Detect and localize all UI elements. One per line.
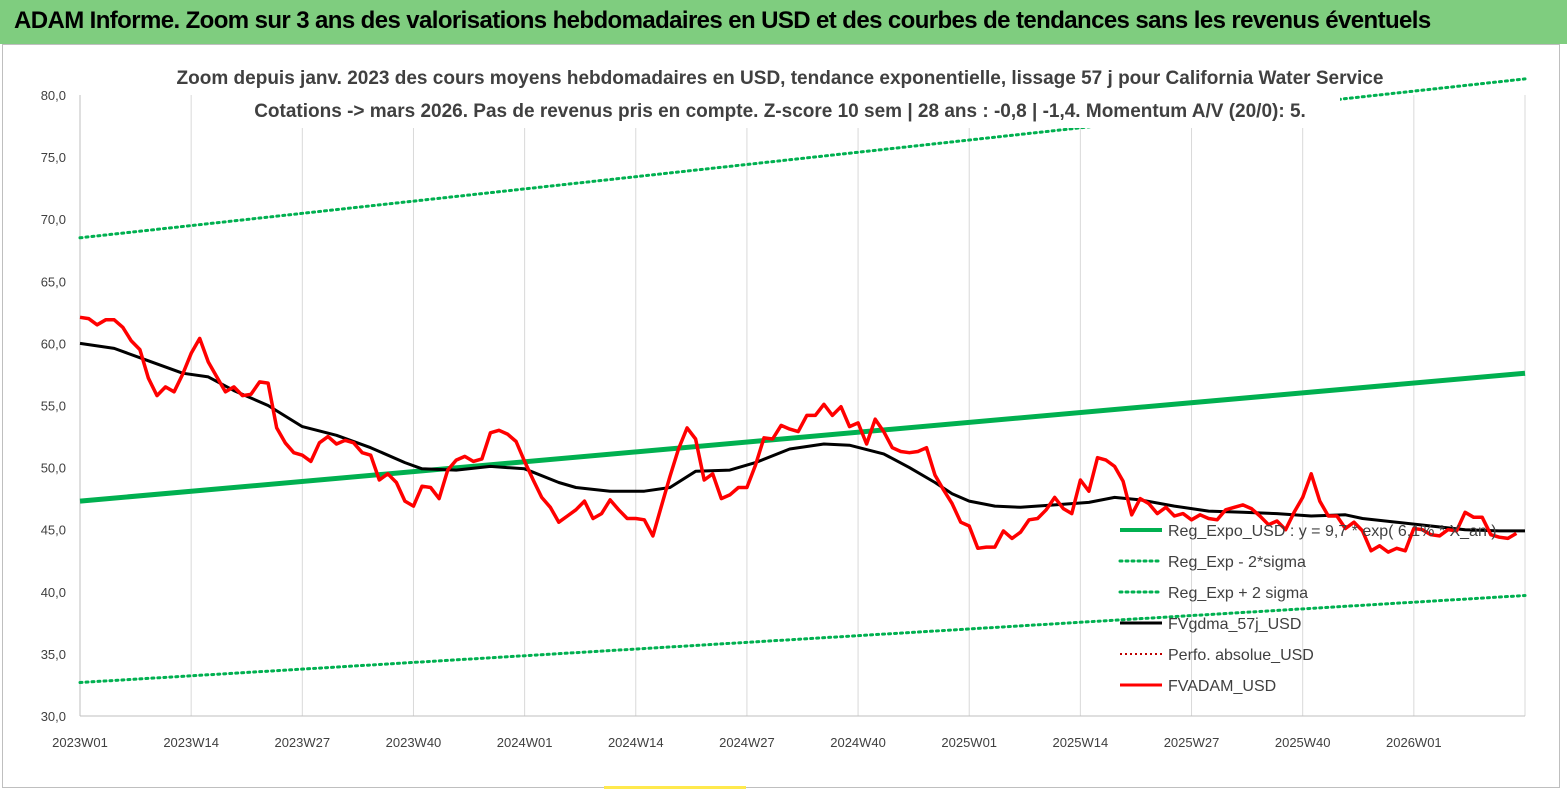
chart-frame — [2, 44, 1560, 788]
x-tick-label: 2024W14 — [608, 735, 664, 750]
legend-label: FVADAM_USD — [1168, 678, 1276, 695]
chart-title: Zoom depuis janv. 2023 des cours moyens … — [177, 68, 1384, 89]
x-tick-label: 2025W27 — [1164, 735, 1220, 750]
y-tick-label: 30,0 — [41, 709, 66, 724]
y-tick-label: 60,0 — [41, 336, 66, 351]
chart-axes: 30,0 35,0 40,0 45,0 50,0 55,0 60,0 65,0 70,0 75,0… — [41, 88, 1525, 750]
x-tick-label: 2025W40 — [1275, 735, 1331, 750]
y-tick-label: 75,0 — [41, 150, 66, 165]
x-tick-label: 2023W40 — [386, 735, 442, 750]
chart-subtitle: Cotations -> mars 2026. Pas de revenus p… — [254, 101, 1306, 122]
y-tick-label: 55,0 — [41, 399, 66, 414]
x-tick-label: 2024W40 — [830, 735, 886, 750]
report-banner: ADAM Informe. Zoom sur 3 ans des valoris… — [0, 0, 1567, 44]
legend-label: Reg_Exp + 2 sigma — [1168, 585, 1308, 602]
legend-label: Perfo. absolue_USD — [1168, 647, 1314, 664]
lower-band-line — [78, 594, 1527, 684]
y-tick-label: 45,0 — [41, 523, 66, 538]
x-tick-label: 2023W27 — [274, 735, 330, 750]
y-tick-label: 40,0 — [41, 585, 66, 600]
legend-label: Reg_Expo_USD : y = 9,7 * exp( 6,1% * X_a… — [1168, 523, 1497, 540]
price-line — [79, 315, 1518, 554]
y-tick-label: 35,0 — [41, 647, 66, 662]
x-tick-label: 2025W01 — [941, 735, 997, 750]
y-tick-label: 65,0 — [41, 274, 66, 289]
grid-lines — [79, 95, 1526, 716]
bottom-accent-bar — [604, 786, 746, 789]
legend-label: FVgdma_57j_USD — [1168, 616, 1301, 633]
report-title: ADAM Informe. Zoom sur 3 ans des valoris… — [14, 7, 1431, 34]
x-tick-label: 2026W01 — [1386, 735, 1442, 750]
legend-label: Reg_Exp - 2*sigma — [1168, 554, 1306, 571]
x-tick-label: 2024W27 — [719, 735, 775, 750]
x-tick-label: 2023W01 — [52, 735, 108, 750]
x-tick-label: 2025W14 — [1053, 735, 1109, 750]
trend-line — [79, 370, 1526, 504]
chart-legend: Reg_Expo_USD : y = 9,7 * exp( 6,1% * X_a… — [1118, 523, 1497, 695]
y-tick-label: 80,0 — [41, 88, 66, 103]
smoothed-line — [79, 341, 1525, 533]
title-background — [222, 58, 1340, 128]
x-tick-label: 2024W01 — [497, 735, 553, 750]
y-tick-label: 70,0 — [41, 212, 66, 227]
y-tick-label: 50,0 — [41, 461, 66, 476]
series-layer — [78, 77, 1527, 684]
x-tick-label: 2023W14 — [163, 735, 219, 750]
